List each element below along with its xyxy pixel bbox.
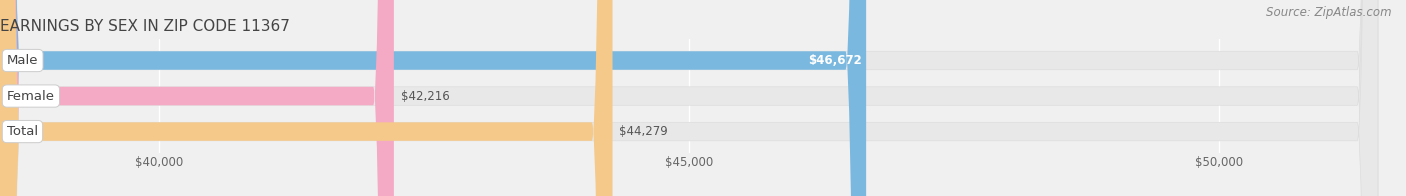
FancyBboxPatch shape xyxy=(0,0,394,196)
Text: $46,672: $46,672 xyxy=(808,54,862,67)
Text: $44,279: $44,279 xyxy=(620,125,668,138)
Text: Male: Male xyxy=(7,54,38,67)
FancyBboxPatch shape xyxy=(0,0,613,196)
FancyBboxPatch shape xyxy=(0,0,866,196)
Text: Source: ZipAtlas.com: Source: ZipAtlas.com xyxy=(1267,6,1392,19)
Text: EARNINGS BY SEX IN ZIP CODE 11367: EARNINGS BY SEX IN ZIP CODE 11367 xyxy=(0,19,290,34)
Text: $42,216: $42,216 xyxy=(401,90,450,103)
Text: Total: Total xyxy=(7,125,38,138)
Text: Female: Female xyxy=(7,90,55,103)
